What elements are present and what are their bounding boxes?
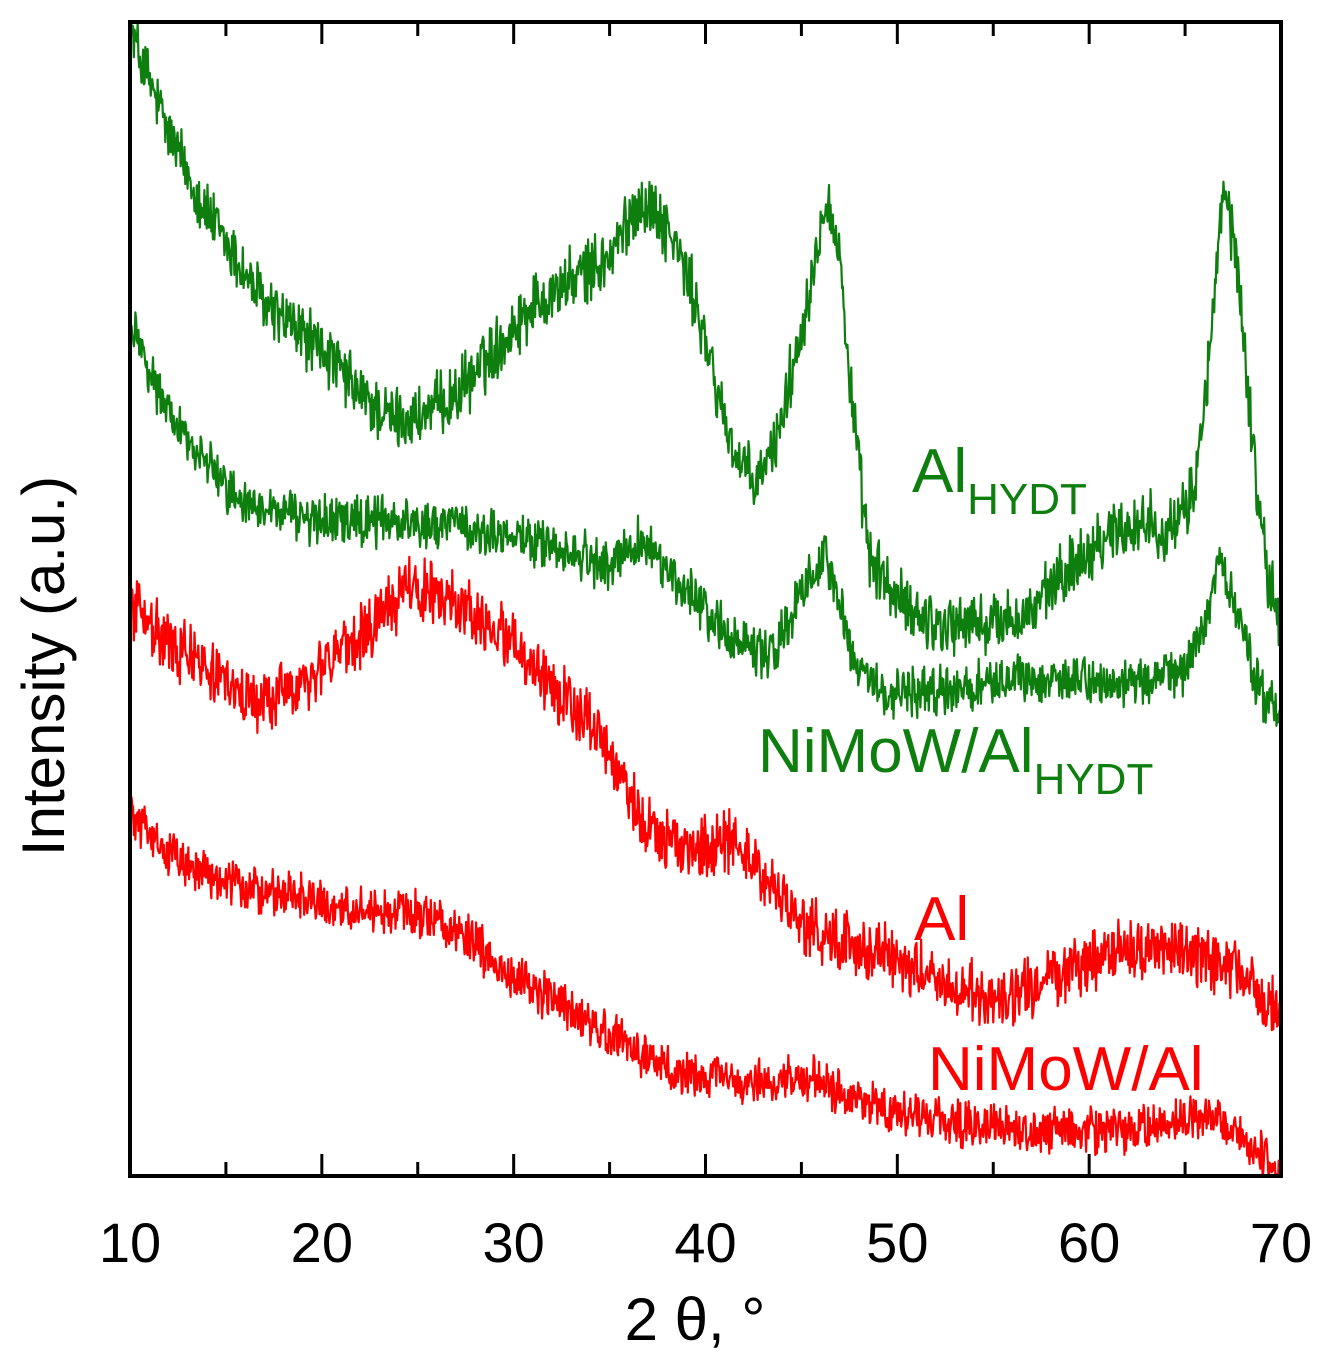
series-label-nimow-alhydt-main: NiMoW/Al — [758, 717, 1034, 786]
x-tick-label-50: 50 — [866, 1211, 928, 1274]
series-label-nimow-alhydt: NiMoW/AlHYDT — [758, 717, 1153, 804]
x-axis-title: 2 θ, ° — [625, 1286, 766, 1353]
y-axis-title: Intensity (a.u.) — [10, 476, 77, 856]
series-line-al — [130, 555, 1281, 1032]
series-label-alhydt-main: Al — [912, 437, 967, 506]
series-label-alhydt: AlHYDT — [912, 437, 1087, 524]
x-tick-label-70: 70 — [1250, 1211, 1312, 1274]
series-line-alhydt — [130, 22, 1281, 658]
x-tick-label-20: 20 — [291, 1211, 353, 1274]
series-label-al: Al — [914, 885, 969, 954]
x-tick-label-60: 60 — [1058, 1211, 1120, 1274]
x-tick-label-10: 10 — [99, 1211, 161, 1274]
series-label-alhydt-sub: HYDT — [967, 475, 1087, 524]
series-label-nimow-al: NiMoW/Al — [928, 1035, 1204, 1104]
series-line-nimow-al — [130, 796, 1281, 1176]
series-line-nimow-alhydt — [130, 298, 1281, 728]
x-tick-label-30: 30 — [483, 1211, 545, 1274]
series-label-nimow-alhydt-sub: HYDT — [1034, 755, 1154, 804]
x-tick-label-40: 40 — [674, 1211, 736, 1274]
